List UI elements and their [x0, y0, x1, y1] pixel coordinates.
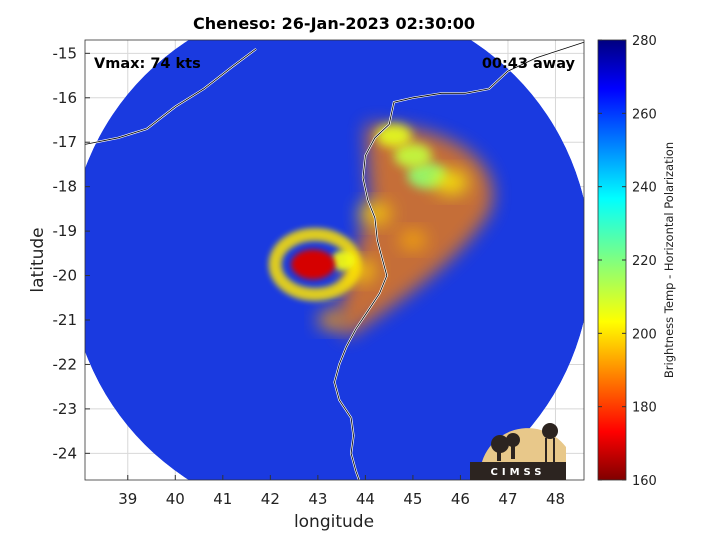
y-tick-label: -24	[53, 444, 78, 462]
y-axis: -15 -16 -17 -18 -19 -20 -21 -22 -23 -24	[53, 44, 90, 462]
x-tick-label: 39	[118, 490, 137, 508]
colorbar-tick-label: 200	[632, 327, 657, 342]
convection-cell	[318, 310, 347, 330]
convection-cell	[399, 231, 426, 249]
x-tick-label: 40	[166, 490, 185, 508]
plot-border	[84, 39, 585, 481]
y-axis-label: latitude	[28, 227, 48, 292]
colorbar-tick-label: 260	[632, 107, 657, 122]
colorbar	[597, 39, 627, 481]
coastline-edge	[85, 41, 584, 480]
cimss-logo: CIMSS	[470, 423, 566, 480]
colorbar-tick-label: 160	[632, 474, 657, 489]
colorbar-tick-label: 180	[632, 401, 657, 416]
colorbar-tick-label: 220	[632, 254, 657, 269]
colorbar-ticks: 160 180 200 220 240 260 280	[598, 34, 657, 489]
y-tick-label: -19	[53, 222, 78, 240]
x-axis: 39 40 41 42 43 44 45 46 47 48	[118, 475, 565, 508]
convection-cell	[375, 123, 412, 148]
x-tick-label: 44	[356, 490, 375, 508]
eyewall	[268, 227, 362, 301]
y-tick-label: -21	[53, 311, 78, 329]
svg-text:CIMSS: CIMSS	[491, 467, 546, 478]
y-tick-label: -20	[53, 267, 78, 285]
chart-title: Cheneso: 26-Jan-2023 02:30:00	[193, 14, 475, 33]
time-offset-annotation: 00:43 away	[482, 56, 576, 72]
y-tick-label: -15	[53, 44, 78, 62]
eye	[291, 249, 336, 280]
y-tick-label: -17	[53, 133, 78, 151]
x-axis-label: longitude	[294, 512, 374, 532]
convection-cell	[393, 143, 432, 168]
y-tick-label: -18	[53, 178, 78, 196]
y-tick-label: -16	[53, 89, 78, 107]
x-tick-label: 47	[498, 490, 517, 508]
convection-cell	[358, 202, 391, 224]
convection-cell	[433, 171, 468, 194]
swath-layer	[85, 40, 584, 480]
y-tick-label: -22	[53, 355, 78, 373]
x-tick-label: 43	[308, 490, 327, 508]
colorbar-tick-label: 240	[632, 181, 657, 196]
x-tick-label: 42	[261, 490, 280, 508]
eyewall-peak	[331, 250, 356, 271]
x-tick-label: 46	[451, 490, 470, 508]
x-tick-label: 41	[213, 490, 232, 508]
x-tick-label: 45	[403, 490, 422, 508]
colorbar-label: Brightness Temp - Horizontal Polarizatio…	[662, 142, 676, 378]
colorbar-tick-label: 280	[632, 34, 657, 49]
vmax-annotation: Vmax: 74 kts	[94, 56, 201, 72]
x-tick-label: 48	[546, 490, 565, 508]
y-tick-label: -23	[53, 400, 78, 418]
